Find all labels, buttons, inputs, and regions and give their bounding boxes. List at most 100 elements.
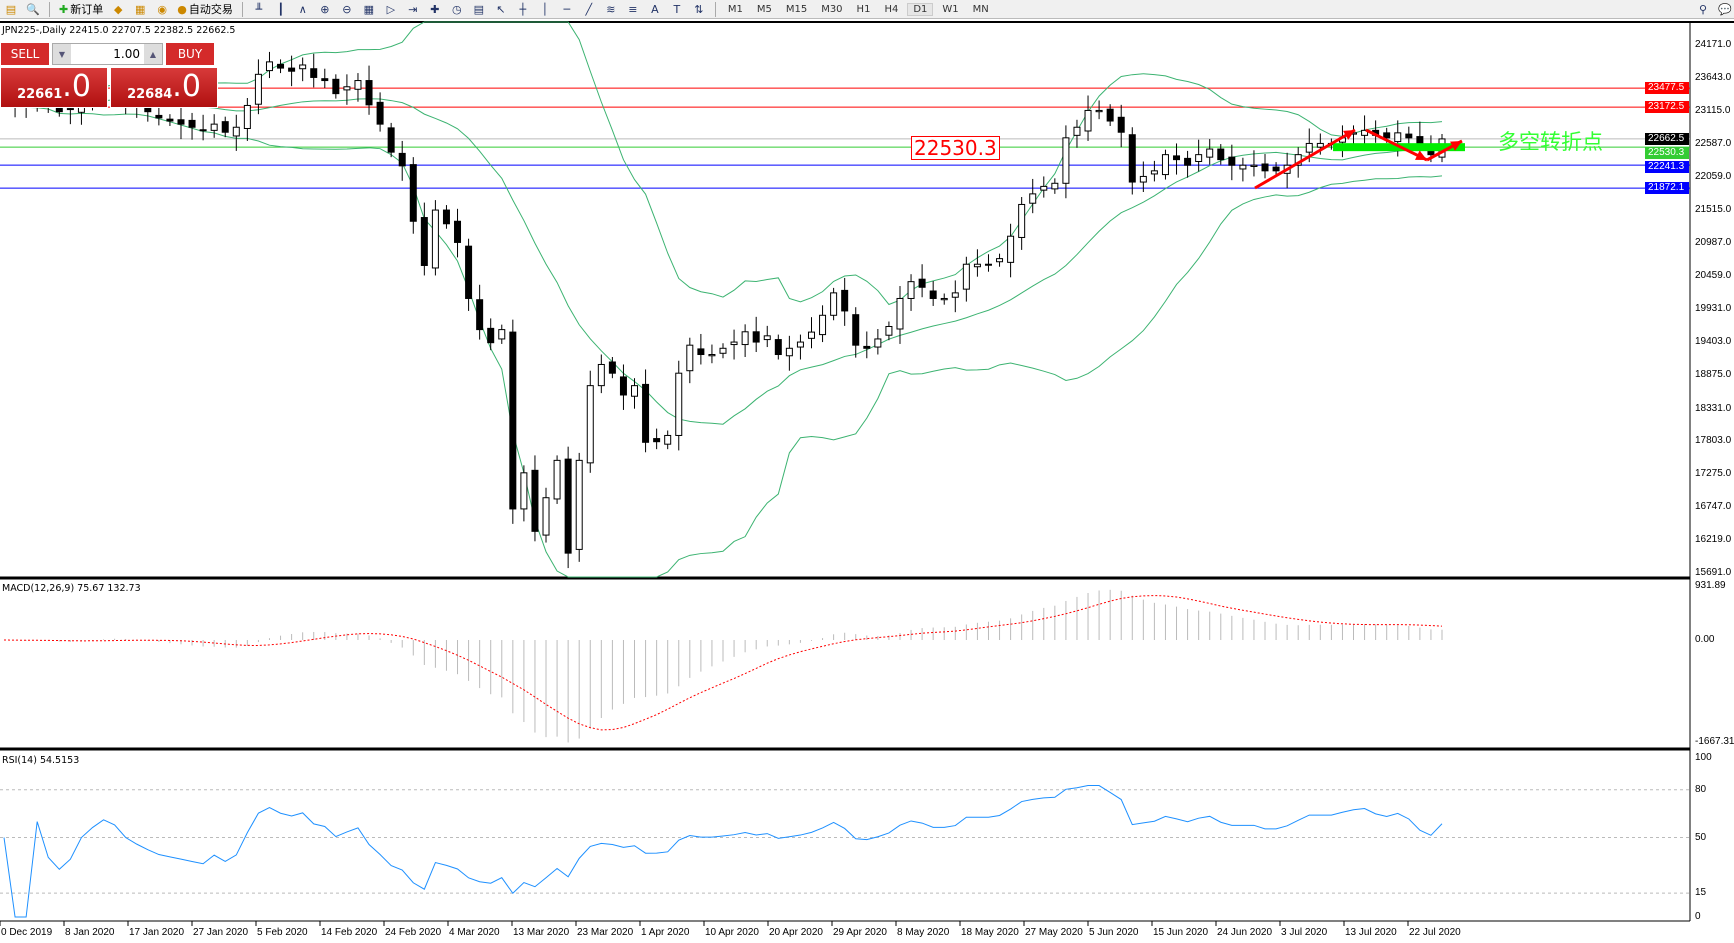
candle-body	[929, 290, 937, 299]
data-window-button[interactable]: ▦	[131, 1, 149, 18]
bar-chart-icon[interactable]: ╨	[255, 2, 263, 16]
horizontal-line-icon[interactable]: ─	[563, 2, 571, 16]
candle-body	[1184, 157, 1192, 166]
candle-body	[1161, 154, 1169, 176]
date-tick: 1 Apr 2020	[641, 927, 690, 938]
new-order-button[interactable]: ✚ 新订单	[57, 1, 105, 18]
chart-button[interactable]: ▤	[2, 1, 20, 18]
candle-body	[321, 78, 329, 82]
candle-body	[973, 263, 981, 268]
level-price-tag: 21872.1	[1645, 182, 1689, 195]
timeframe-m15[interactable]: M15	[785, 3, 808, 15]
price-tick: 23115.0	[1695, 104, 1731, 116]
tile-icon[interactable]: ▦	[363, 2, 375, 16]
arrow-head	[1343, 130, 1355, 140]
toolbar-separator	[241, 1, 243, 17]
candle-body	[564, 458, 572, 554]
candle-body	[1029, 193, 1037, 204]
bollinger-lower	[3, 98, 1443, 578]
candle-body	[653, 438, 661, 443]
toolbar-label: 自动交易	[188, 3, 233, 16]
timeframe-m5[interactable]: M5	[756, 3, 772, 15]
lot-size-input[interactable]: ▼ 1.00 ▲	[52, 43, 163, 65]
templates-icon[interactable]: ▤	[473, 2, 485, 16]
candle-body	[199, 129, 207, 132]
zoom-window-button[interactable]: 🔍	[24, 1, 42, 18]
date-tick: 24 Jun 2020	[1217, 927, 1273, 938]
community-icon[interactable]: 💬	[1718, 2, 1732, 16]
chart-window	[0, 21, 1734, 943]
candle-body	[1173, 155, 1181, 161]
auto-trading-button[interactable]: ● 自动交易	[175, 1, 235, 18]
candle-body	[608, 361, 616, 374]
timeframe-d1[interactable]: D1	[907, 2, 934, 16]
date-tick: 0 Dec 2019	[1, 927, 53, 938]
candle-body	[796, 341, 804, 348]
timeframe-m1[interactable]: M1	[727, 3, 743, 15]
chart-shift-icon[interactable]: ⇥	[408, 2, 418, 16]
candle-body	[1128, 134, 1136, 183]
data-window-icon: ▦	[135, 2, 146, 16]
candle-body	[586, 385, 594, 464]
date-tick: 15 Jun 2020	[1153, 927, 1209, 938]
vertical-line-icon[interactable]: │	[541, 2, 549, 16]
market-watch-button[interactable]: ◆	[109, 1, 127, 18]
text-label-icon[interactable]: T	[673, 2, 681, 16]
sell-button[interactable]: SELL	[0, 42, 50, 66]
rsi-tick: 100	[1695, 752, 1712, 763]
search-icon[interactable]: ⚲	[1698, 2, 1708, 16]
fibonacci-icon[interactable]: ≡	[628, 2, 638, 16]
rsi-title: RSI(14) 54.5153	[2, 755, 80, 766]
one-click-trading-panel: SELL ▼ 1.00 ▲ BUY 22661.0 22684.0	[0, 42, 218, 108]
candle-body	[542, 497, 550, 536]
arrows-icon[interactable]: ⇅	[694, 2, 704, 16]
date-tick: 27 Jan 2020	[193, 927, 249, 938]
timeframe-h1[interactable]: H1	[856, 3, 871, 15]
level-price-tag: 22662.5	[1645, 132, 1689, 145]
buy-button[interactable]: BUY	[165, 42, 215, 66]
indicators-icon[interactable]: ✚	[430, 2, 440, 16]
autoscroll-icon[interactable]: ▷	[386, 2, 396, 16]
lot-decrease-button[interactable]: ▼	[53, 44, 71, 64]
zoom-in-icon[interactable]: ⊕	[320, 2, 330, 16]
price-tick: 16219.0	[1695, 534, 1732, 546]
buy-price[interactable]: 22684.0	[110, 67, 218, 108]
new-order-icon: ✚	[59, 2, 69, 16]
line-chart-icon[interactable]: ∧	[298, 2, 307, 16]
bollinger-upper	[3, 21, 1443, 306]
price-tick: 22059.0	[1695, 170, 1732, 182]
cursor-icon[interactable]: ↖	[496, 2, 506, 16]
candle-body	[277, 63, 285, 69]
date-tick: 18 May 2020	[961, 927, 1019, 938]
date-tick: 8 Jan 2020	[65, 927, 115, 938]
timeframe-mn[interactable]: MN	[972, 3, 989, 15]
periods-icon[interactable]: ◷	[452, 2, 462, 16]
date-tick: 3 Jul 2020	[1281, 927, 1328, 938]
zoom-out-icon[interactable]: ⊖	[342, 2, 352, 16]
rsi-tick: 50	[1695, 831, 1707, 843]
candle-body	[288, 67, 296, 72]
trendline-icon[interactable]: ╱	[585, 2, 593, 16]
timeframe-h4[interactable]: H4	[884, 3, 899, 15]
candle-body	[1139, 175, 1147, 183]
timeframe-m30[interactable]: M30	[821, 3, 843, 15]
signals-button[interactable]: ◉	[153, 1, 171, 18]
candle-body	[863, 345, 871, 349]
crosshair-icon[interactable]: ┼	[519, 2, 527, 16]
candle-body	[1018, 203, 1026, 238]
price-tick: 16747.0	[1695, 501, 1732, 513]
candles-icon[interactable]: ┃	[277, 2, 285, 16]
trend-arrow	[1365, 128, 1428, 162]
channel-icon[interactable]: ≋	[606, 2, 616, 16]
candle-body	[1084, 109, 1092, 132]
sell-price[interactable]: 22661.0	[0, 67, 108, 108]
candle-body	[1316, 142, 1324, 148]
text-icon[interactable]: A	[651, 2, 659, 16]
level-price-tag: 22241.3	[1645, 160, 1689, 173]
timeframe-w1[interactable]: W1	[942, 3, 959, 15]
lot-increase-button[interactable]: ▲	[144, 44, 162, 64]
lot-value[interactable]: 1.00	[113, 47, 140, 61]
candle-body	[553, 459, 561, 500]
level-price-label: 22530.3	[911, 136, 1000, 160]
